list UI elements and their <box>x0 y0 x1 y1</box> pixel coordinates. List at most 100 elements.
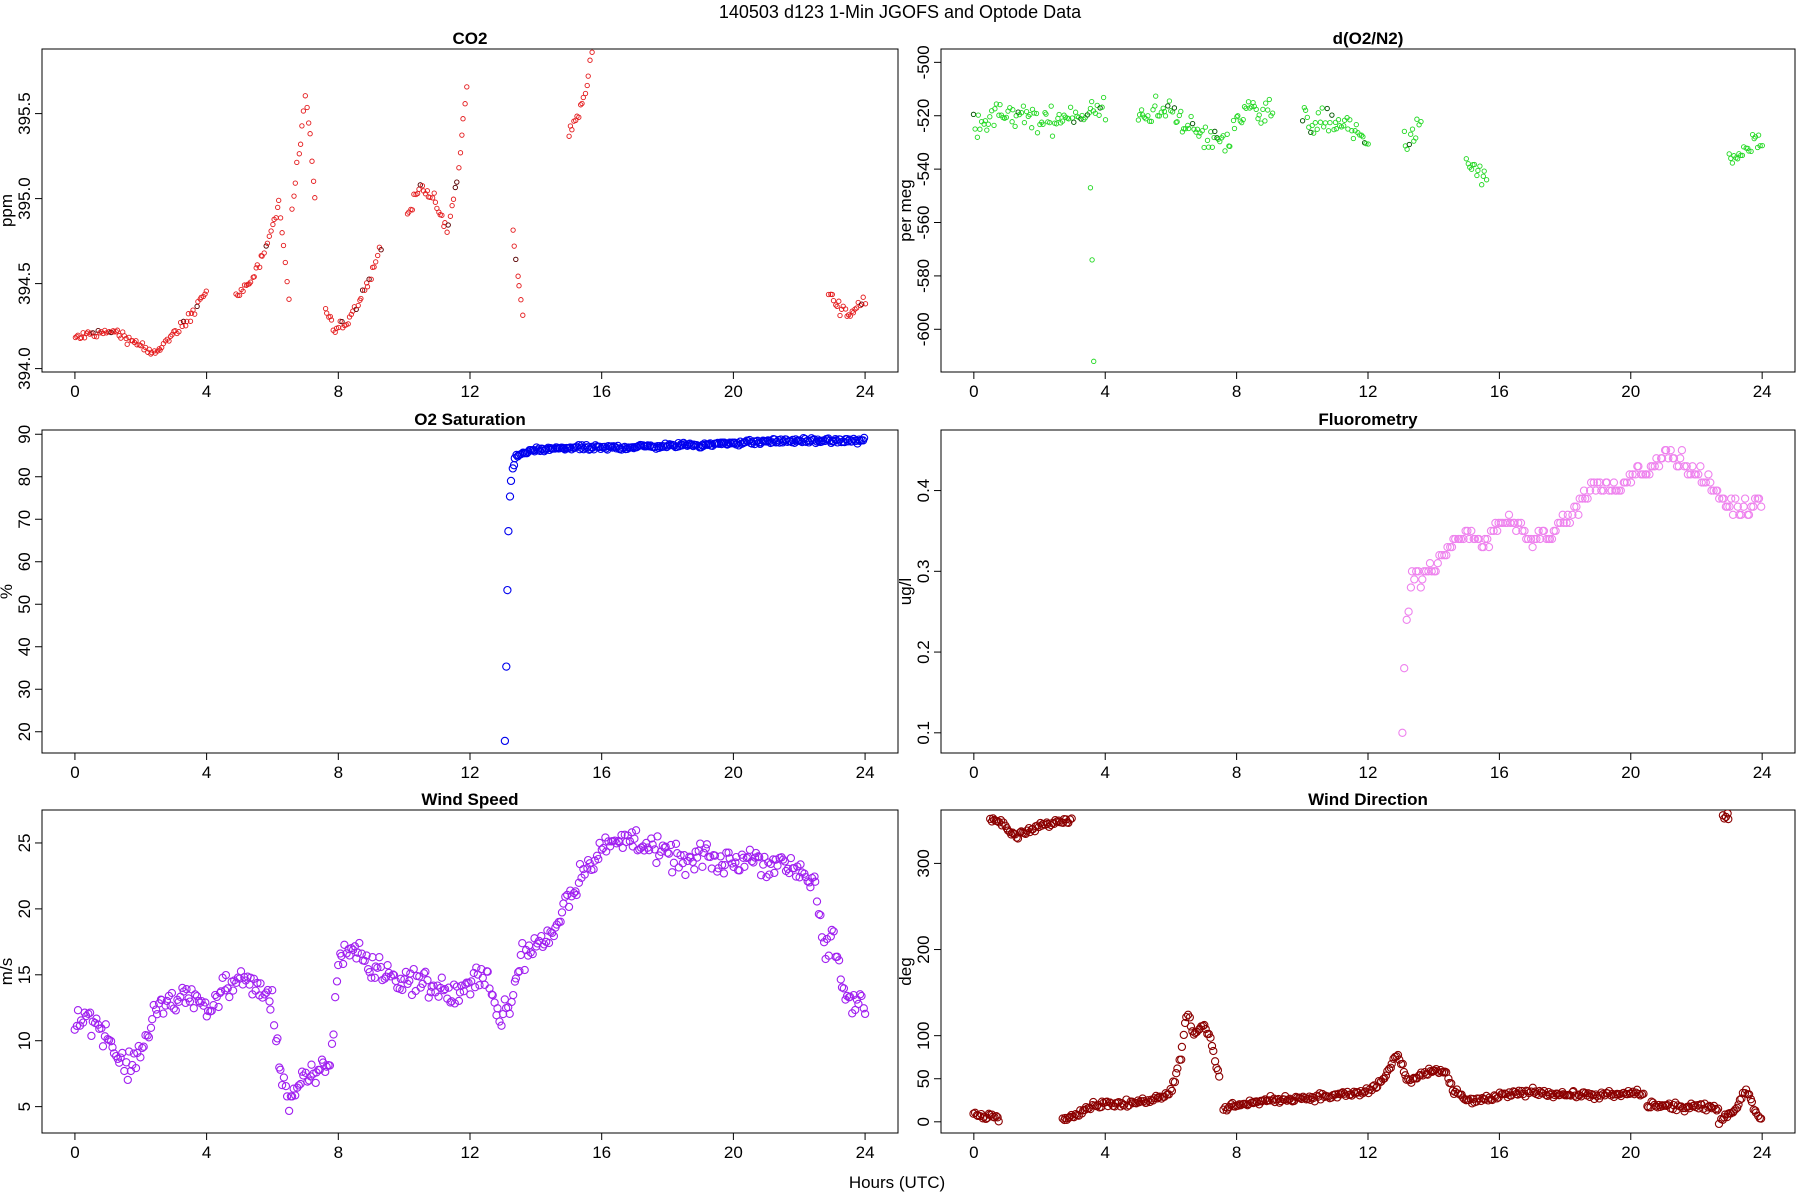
o2-saturation-x-tick-label: 20 <box>724 763 743 782</box>
fluorometry-point <box>1599 486 1608 495</box>
wind-speed-point <box>466 990 475 999</box>
wind-speed-point <box>480 980 489 989</box>
wind-direction-point <box>1371 1083 1381 1092</box>
o2-saturation-y-tick-label: 30 <box>15 680 34 699</box>
wind-speed-point <box>214 1002 223 1012</box>
co2-point <box>834 303 840 310</box>
wind-speed-point <box>509 990 518 1000</box>
wind-speed-point <box>98 1042 108 1051</box>
wind-speed-point <box>756 871 766 880</box>
fluorometry-point <box>1456 534 1466 544</box>
co2-point <box>364 284 371 290</box>
d-o2-n2-point <box>1010 107 1016 113</box>
wind-speed-point <box>434 992 443 1001</box>
wind-speed-point <box>337 951 346 961</box>
wind-speed-point <box>307 1060 316 1069</box>
co2-y-tick-label: 394.0 <box>15 347 34 390</box>
d-o2-n2-point <box>1317 119 1324 125</box>
fluorometry-point <box>1733 502 1742 511</box>
wind-speed-point <box>419 969 429 978</box>
wind-direction-point <box>1398 1059 1407 1069</box>
fluorometry-point <box>1447 542 1457 552</box>
wind-speed-point <box>424 993 433 1002</box>
wind-speed-point <box>773 861 782 870</box>
fluorometry-y-tick-label: 0.4 <box>914 479 933 503</box>
fluorometry-point <box>1731 494 1740 503</box>
fluorometry-point <box>1634 462 1643 471</box>
wind-direction-point <box>1381 1071 1391 1080</box>
o2-saturation-point <box>500 736 510 746</box>
wind-direction-point <box>993 1113 1002 1122</box>
fluorometry-point <box>1504 510 1514 519</box>
co2-point <box>457 150 464 156</box>
fluorometry-point <box>1442 551 1451 560</box>
wind-direction-point <box>1626 1089 1636 1098</box>
co2-point <box>275 204 281 211</box>
co2-point <box>462 101 468 107</box>
wind-speed-point <box>246 973 255 982</box>
d-o2-n2-point <box>1067 104 1074 110</box>
wind-speed-point <box>497 1021 506 1030</box>
co2-point <box>192 311 198 317</box>
wind-speed-point <box>179 987 188 996</box>
wind-speed-point <box>770 868 779 878</box>
wind-speed-point <box>161 1001 170 1010</box>
wind-speed-point <box>118 1048 127 1058</box>
wind-direction-point <box>1664 1099 1674 1108</box>
o2-saturation-x-tick-label: 0 <box>70 763 79 782</box>
fluorometry-point <box>1433 559 1442 568</box>
wind-speed-point <box>185 997 195 1006</box>
co2-point <box>857 302 864 309</box>
d-o2-n2-point <box>1347 117 1353 123</box>
d-o2-n2-point <box>1222 148 1228 154</box>
wind-speed-point <box>294 1081 303 1090</box>
wind-speed-point <box>653 832 662 841</box>
d-o2-n2-point <box>1165 103 1171 109</box>
wind-speed-point <box>655 851 664 860</box>
d-o2-n2-point <box>1190 121 1196 127</box>
wind-speed-point <box>72 1021 82 1031</box>
wind-speed-point <box>487 990 496 999</box>
wind-speed-point <box>827 925 836 935</box>
wind-speed-point <box>365 968 374 977</box>
fluorometry-point <box>1526 534 1536 544</box>
wind-direction-point <box>994 1117 1003 1126</box>
wind-speed-point <box>666 840 676 850</box>
o2-saturation-y-tick-label: 20 <box>15 722 34 741</box>
wind-direction-point <box>1167 1086 1177 1096</box>
co2-point <box>510 227 516 233</box>
d-o2-n2-point <box>1152 103 1158 109</box>
co2-point <box>589 49 595 55</box>
d-o2-n2-point <box>1148 118 1155 125</box>
wind-speed-point <box>228 986 238 995</box>
co2-point <box>364 280 370 286</box>
wind-direction-point <box>1170 1077 1180 1087</box>
fluorometry-point <box>1534 526 1543 536</box>
fluorometry-point <box>1407 567 1417 576</box>
co2-point <box>518 297 524 303</box>
wind-speed-point <box>173 995 182 1004</box>
wind-speed-point <box>740 862 749 871</box>
d-o2-n2-point <box>1145 113 1151 119</box>
co2-point <box>93 334 100 340</box>
wind-speed-point <box>483 967 492 976</box>
wind-speed-point <box>297 1067 307 1076</box>
wind-speed-point <box>857 991 866 1001</box>
wind-direction-point <box>1584 1089 1593 1098</box>
co2-point <box>90 330 96 336</box>
o2-saturation-point <box>650 442 659 451</box>
fluorometry-point <box>1638 470 1648 479</box>
fluorometry-x-tick-label: 4 <box>1100 763 1109 782</box>
co2-point <box>444 229 450 235</box>
co2-title: CO2 <box>453 29 488 48</box>
co2-point <box>432 199 439 205</box>
fluorometry-point <box>1664 454 1673 463</box>
fluorometry-point <box>1622 478 1632 487</box>
wind-direction-point <box>1386 1063 1395 1072</box>
d-o2-n2-plot-frame <box>940 48 1796 373</box>
co2-point <box>431 190 437 196</box>
d-o2-n2-y-tick-label: -500 <box>914 45 933 79</box>
co2-point <box>424 188 430 194</box>
o2-saturation-point <box>503 585 512 595</box>
wind-speed-point <box>617 830 626 840</box>
